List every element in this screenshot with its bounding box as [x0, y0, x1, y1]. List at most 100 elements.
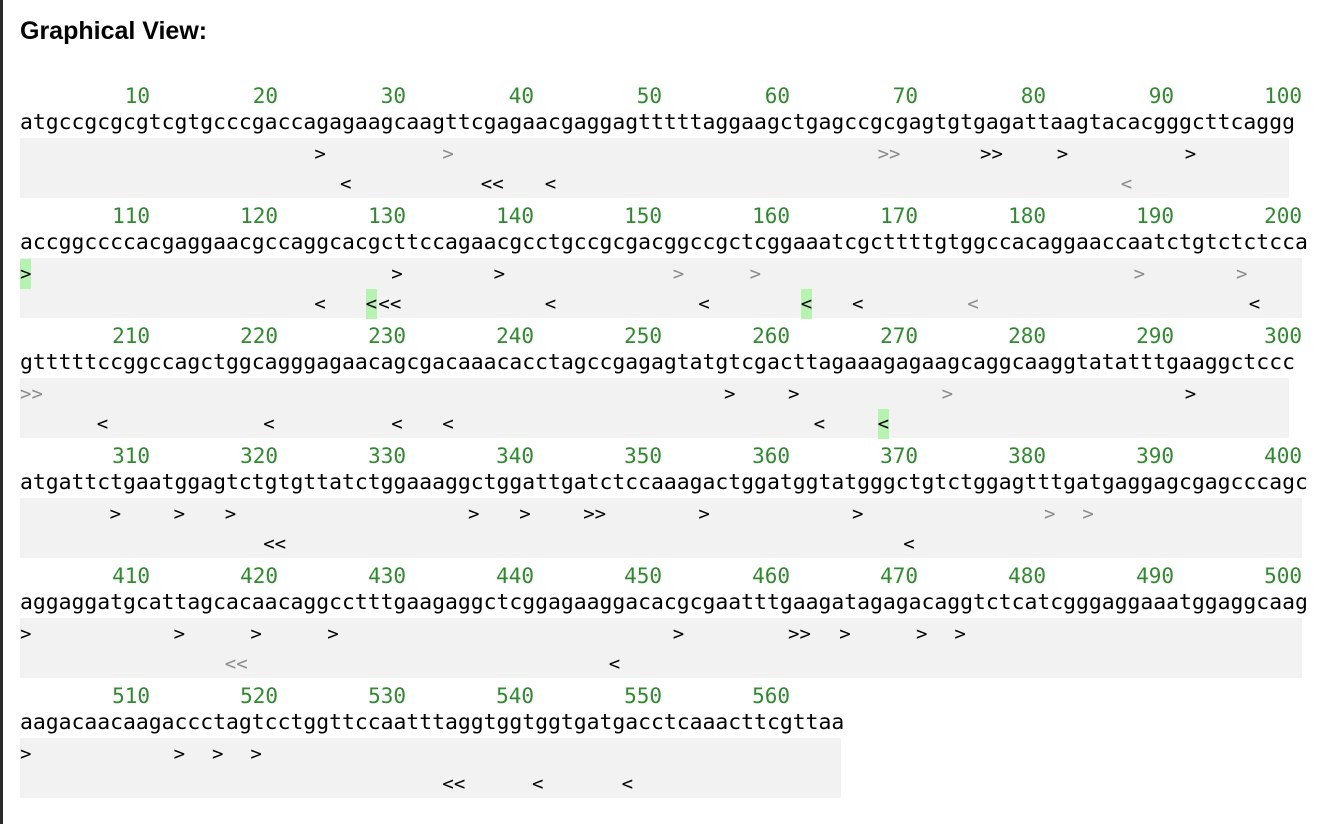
feature-track: >> > > > > < < < < < <	[20, 378, 1289, 439]
forward-site-marker[interactable]: >	[173, 503, 186, 525]
position-tick: 560	[752, 684, 790, 708]
position-ruler: 210 220 230 240 250 260 270 280 290 300	[20, 324, 1302, 348]
position-tick: 30	[380, 84, 406, 108]
forward-site-marker[interactable]: >	[672, 263, 685, 285]
reverse-site-marker[interactable]: <	[544, 173, 557, 195]
forward-site-marker[interactable]: >	[1044, 503, 1056, 525]
forward-site-marker[interactable]: >	[250, 743, 262, 765]
position-tick: 300	[1264, 324, 1302, 348]
forward-site-marker[interactable]: >	[442, 143, 454, 165]
reverse-site-marker[interactable]: <	[391, 413, 403, 435]
reverse-site-marker[interactable]: <	[608, 653, 621, 675]
position-tick: 130	[368, 204, 406, 228]
forward-site-marker[interactable]: >	[839, 623, 851, 645]
position-tick: 480	[1008, 564, 1046, 588]
forward-site-marker[interactable]: >	[1056, 143, 1069, 165]
forward-site-marker[interactable]: >>	[583, 503, 607, 525]
reverse-site-marker[interactable]: <<	[442, 773, 466, 795]
reverse-site-marker[interactable]: <	[96, 413, 109, 435]
reverse-site-marker[interactable]: <	[263, 413, 275, 435]
forward-site-marker[interactable]: >	[391, 263, 403, 285]
forward-site-marker[interactable]: >	[698, 503, 710, 525]
position-tick: 410	[112, 564, 150, 588]
forward-site-marker[interactable]: >	[224, 503, 237, 525]
forward-site-marker[interactable]: >	[954, 623, 966, 645]
forward-site-marker[interactable]: >	[109, 503, 122, 525]
reverse-site-marker[interactable]: <	[1120, 173, 1133, 195]
forward-site-marker[interactable]: >	[250, 623, 262, 645]
forward-site-marker[interactable]: >	[916, 623, 928, 645]
position-ruler: 410 420 430 440 450 460 470 480 490 500	[20, 564, 1302, 588]
position-tick: 390	[1136, 444, 1174, 468]
position-tick: 100	[1264, 84, 1302, 108]
position-tick: 250	[624, 324, 662, 348]
feature-track: > > > > << < <	[20, 738, 841, 798]
forward-site-marker[interactable]: >	[327, 623, 339, 645]
reverse-site-marker[interactable]: <	[544, 293, 557, 315]
reverse-site-marker[interactable]: <	[852, 293, 864, 315]
position-ruler: 510 520 530 540 550 560	[20, 684, 841, 708]
forward-site-marker[interactable]: >	[1236, 263, 1248, 285]
reverse-site-marker[interactable]: <	[903, 533, 915, 555]
reverse-site-marker[interactable]: <	[698, 293, 710, 315]
position-tick: 430	[368, 564, 406, 588]
position-tick: 320	[240, 444, 278, 468]
reverse-site-marker[interactable]: <	[442, 413, 454, 435]
reverse-site-marker[interactable]: <<	[224, 653, 248, 675]
reverse-site-marker[interactable]: <	[967, 293, 979, 315]
reverse-site-marker[interactable]: <<	[480, 173, 504, 195]
sequence-text: gtttttccggccagctggcagggagaacagcgacaaacac…	[20, 350, 1295, 375]
forward-site-marker[interactable]: >	[20, 259, 32, 289]
forward-site-marker[interactable]: >	[173, 623, 186, 645]
position-tick: 220	[240, 324, 278, 348]
forward-site-marker[interactable]: >	[1133, 263, 1146, 285]
forward-site-marker[interactable]: >	[672, 623, 685, 645]
reverse-site-marker[interactable]: <<	[263, 533, 287, 555]
reverse-site-marker[interactable]: <	[1248, 293, 1261, 315]
forward-site-marker[interactable]: >	[1184, 143, 1197, 165]
reverse-site-marker[interactable]: <	[621, 773, 634, 795]
forward-site-marker[interactable]: >	[788, 383, 800, 405]
forward-site-marker[interactable]: >	[20, 743, 32, 765]
forward-site-marker[interactable]: >	[749, 263, 762, 285]
position-tick: 210	[112, 324, 150, 348]
sequence-text: aggaggatgcattagcacaacaggcctttgaagaggctcg…	[20, 590, 1308, 615]
forward-site-marker[interactable]: >	[519, 503, 531, 525]
forward-site-marker[interactable]: >	[941, 383, 954, 405]
forward-site-marker[interactable]: >	[852, 503, 864, 525]
position-tick: 260	[752, 324, 790, 348]
reverse-site-marker[interactable]: <	[813, 413, 826, 435]
sequence-text: accggccccacgaggaacgccaggcacgcttccagaacgc…	[20, 230, 1308, 255]
reverse-site-marker[interactable]: <	[800, 289, 813, 319]
forward-site-marker[interactable]: >>	[20, 383, 43, 405]
position-tick: 230	[368, 324, 406, 348]
sequence-block: 310 320 330 340 350 360 370 380 390 400 atgattctga…	[20, 444, 1308, 558]
forward-site-marker[interactable]: >>	[980, 143, 1003, 165]
section-title: Graphical View:	[20, 17, 208, 45]
forward-site-marker[interactable]: >	[314, 143, 326, 165]
forward-site-marker[interactable]: >	[20, 623, 32, 645]
forward-site-marker[interactable]: >	[1184, 383, 1197, 405]
forward-site-marker[interactable]: >>	[788, 623, 811, 645]
position-tick: 550	[624, 684, 662, 708]
reverse-site-marker[interactable]: <	[340, 173, 352, 195]
reverse-site-marker[interactable]: <	[314, 293, 326, 315]
position-tick: 530	[368, 684, 406, 708]
position-tick: 170	[880, 204, 918, 228]
reverse-site-marker[interactable]: <	[365, 289, 378, 319]
position-tick: 510	[112, 684, 150, 708]
position-ruler: 310 320 330 340 350 360 370 380 390 400	[20, 444, 1302, 468]
reverse-site-marker[interactable]: <	[877, 409, 890, 439]
sequence-block: 110 120 130 140 150 160 170 180 190 200 accggcccca…	[20, 204, 1308, 319]
forward-site-marker[interactable]: >	[173, 743, 186, 765]
forward-site-marker[interactable]: >	[468, 503, 480, 525]
forward-site-marker[interactable]: >	[493, 263, 506, 285]
position-tick: 460	[752, 564, 790, 588]
forward-site-marker[interactable]: >	[724, 383, 736, 405]
forward-site-marker[interactable]: >	[1082, 503, 1094, 525]
reverse-site-marker[interactable]: <	[532, 773, 544, 795]
forward-site-marker[interactable]: >	[212, 743, 224, 765]
position-tick: 70	[892, 84, 918, 108]
forward-site-marker[interactable]: >>	[877, 143, 901, 165]
reverse-site-marker[interactable]: <<	[378, 293, 402, 315]
